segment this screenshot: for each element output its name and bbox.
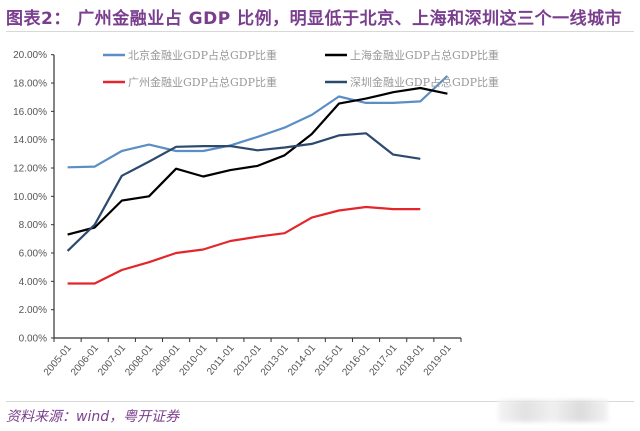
x-tick-label: 2006-01 <box>69 343 101 379</box>
y-tick-label: 20.00% <box>13 50 47 61</box>
y-tick-label: 0.00% <box>19 334 47 345</box>
x-tick-label: 2008-01 <box>123 343 155 379</box>
legend-label: 北京金融业GDP占总GDP比重 <box>128 48 277 62</box>
legend-label: 深圳金融业GDP占总GDP比重 <box>350 75 499 89</box>
legend-label: 广州金融业GDP占总GDP比重 <box>128 75 277 89</box>
y-tick-label: 16.00% <box>13 107 47 118</box>
x-tick-label: 2005-01 <box>42 343 74 379</box>
x-tick-label: 2012-01 <box>232 343 264 379</box>
x-tick-label: 2013-01 <box>259 343 291 379</box>
x-tick-label: 2019-01 <box>422 343 454 379</box>
chart-title: 图表2： 广州金融业占 GDP 比例，明显低于北京、上海和深圳这三个一线城市 <box>6 9 623 29</box>
series-line-3 <box>66 132 421 252</box>
source-note: 资料来源：wind，粤开证券 <box>6 409 180 425</box>
x-tick-label: 2017-01 <box>367 343 399 379</box>
legend-label: 上海金融业GDP占总GDP比重 <box>350 48 499 62</box>
x-tick-label: 2010-01 <box>178 343 210 379</box>
x-tick-label: 2014-01 <box>286 343 318 379</box>
series-line-2 <box>67 205 421 285</box>
x-tick-label: 2016-01 <box>340 343 372 379</box>
y-tick-label: 2.00% <box>19 305 47 316</box>
x-tick-label: 2007-01 <box>96 343 128 379</box>
y-tick-label: 6.00% <box>19 249 47 260</box>
y-tick-label: 14.00% <box>13 135 47 146</box>
x-tick-label: 2009-01 <box>150 343 182 379</box>
x-tick-label: 2015-01 <box>313 343 345 379</box>
y-tick-label: 10.00% <box>13 192 47 203</box>
y-tick-label: 12.00% <box>13 164 47 175</box>
title-divider <box>6 31 634 32</box>
footer-divider <box>6 401 634 402</box>
y-tick-label: 4.00% <box>19 277 47 288</box>
watermark <box>498 400 608 422</box>
y-tick-label: 8.00% <box>19 220 47 231</box>
y-tick-label: 18.00% <box>13 79 47 90</box>
x-tick-label: 2018-01 <box>395 343 427 379</box>
series-line-1 <box>67 86 448 236</box>
